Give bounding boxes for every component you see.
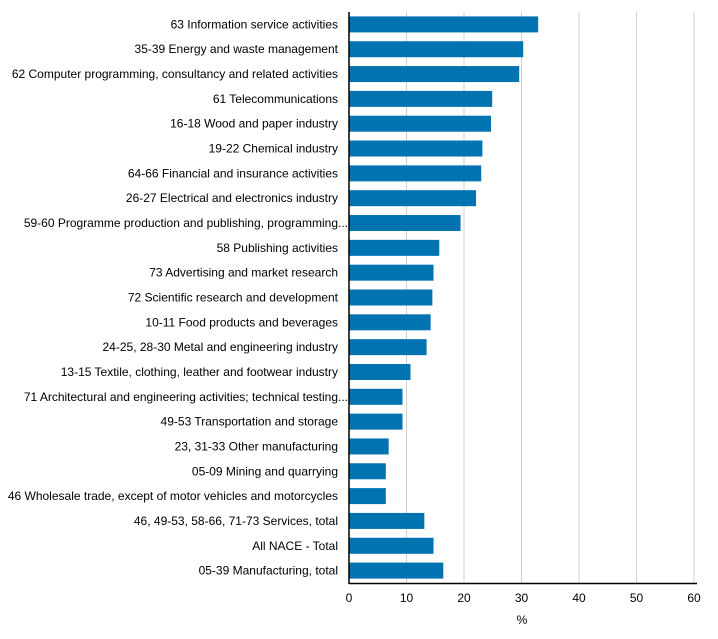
x-axis-label: % — [517, 613, 528, 627]
bar — [349, 239, 440, 256]
bar — [349, 215, 461, 232]
bar — [349, 289, 433, 306]
bar — [349, 388, 403, 405]
category-label: 46, 49-53, 58-66, 71-73 Services, total — [134, 514, 338, 528]
category-labels: 63 Information service activities 35-39 E… — [8, 17, 348, 577]
x-tick-label: 20 — [457, 591, 471, 605]
category-label: 64-66 Financial and insurance activities — [128, 166, 338, 180]
bar — [349, 562, 444, 579]
x-tick-label: 0 — [346, 591, 353, 605]
x-tick-label: 10 — [400, 591, 414, 605]
category-label: 73 Advertising and market research — [149, 266, 338, 280]
category-label: 05-09 Mining and quarrying — [192, 464, 338, 478]
bar — [349, 537, 434, 554]
category-label: 35-39 Energy and waste management — [135, 42, 339, 56]
bar — [349, 363, 411, 380]
bar — [349, 165, 482, 182]
bar — [349, 16, 539, 33]
bar — [349, 314, 431, 331]
gridlines — [406, 12, 695, 583]
bar — [349, 512, 425, 529]
category-label: 24-25, 28-30 Metal and engineering indus… — [103, 340, 339, 354]
x-tick-label: 30 — [515, 591, 529, 605]
bar — [349, 90, 493, 107]
category-label: All NACE - Total — [252, 539, 338, 553]
x-tick-label: 40 — [572, 591, 586, 605]
category-label: 71 Architectural and engineering activit… — [24, 390, 348, 404]
bar — [349, 115, 492, 132]
bar — [349, 264, 434, 281]
category-label: 46 Wholesale trade, except of motor vehi… — [8, 489, 338, 503]
category-label: 59-60 Programme production and publishin… — [24, 216, 348, 230]
category-label: 05-39 Manufacturing, total — [199, 564, 338, 578]
bar — [349, 438, 389, 455]
bar — [349, 41, 524, 58]
bar — [349, 140, 483, 157]
bar — [349, 190, 477, 207]
category-label: 72 Scientific research and development — [128, 291, 339, 305]
x-tick-label: 50 — [630, 591, 644, 605]
category-label: 62 Computer programming, consultancy and… — [12, 67, 338, 81]
category-label: 58 Publishing activities — [217, 241, 338, 255]
bar — [349, 463, 386, 480]
category-label: 23, 31-33 Other manufacturing — [175, 439, 338, 453]
category-label: 13-15 Textile, clothing, leather and foo… — [61, 365, 338, 379]
category-label: 19-22 Chemical industry — [209, 142, 338, 156]
bars — [349, 16, 539, 579]
bar — [349, 488, 386, 505]
x-tick-labels: 0 10 20 30 40 50 60 — [346, 591, 701, 605]
x-tick-label: 60 — [687, 591, 701, 605]
category-label: 63 Information service activities — [171, 17, 338, 31]
category-label: 26-27 Electrical and electronics industr… — [126, 191, 338, 205]
category-label: 49-53 Transportation and storage — [161, 415, 339, 429]
category-label: 16-18 Wood and paper industry — [170, 117, 338, 131]
bar — [349, 339, 427, 356]
category-label: 61 Telecommunications — [213, 92, 338, 106]
bar — [349, 413, 403, 430]
category-label: 10-11 Food products and beverages — [145, 315, 338, 329]
bar — [349, 66, 520, 83]
